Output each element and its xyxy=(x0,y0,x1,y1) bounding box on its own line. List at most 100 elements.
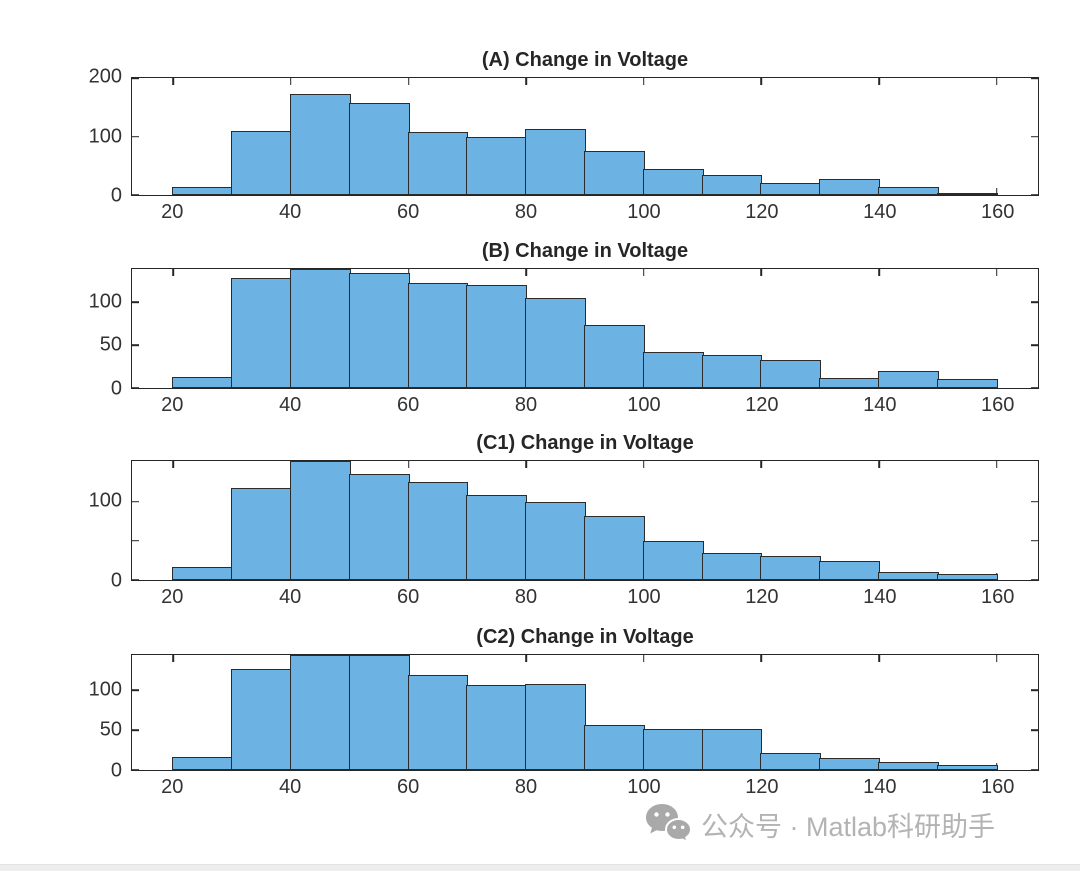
histogram-bar xyxy=(760,753,822,770)
histogram-bar xyxy=(760,359,822,388)
histogram-bar xyxy=(172,566,233,580)
x-tick-label: 20 xyxy=(161,394,184,416)
x-axis-tick xyxy=(996,78,998,85)
histogram-bar xyxy=(936,193,998,195)
histogram-bar xyxy=(289,269,351,388)
x-tick-label: 160 xyxy=(981,394,1015,416)
subplot-b-y-axis-labels: 0 50 100 xyxy=(0,268,122,399)
subplot-c2-x-axis-labels: 20 40 60 80 100 120 140 160 xyxy=(131,776,1039,800)
x-tick-label: 60 xyxy=(396,776,420,798)
histogram-bar xyxy=(466,495,528,580)
histogram-bar xyxy=(701,175,763,195)
histogram-bar xyxy=(878,370,939,388)
x-axis-tick xyxy=(525,655,527,662)
x-tick-label: 100 xyxy=(627,201,661,223)
x-tick-label: 120 xyxy=(745,776,779,798)
y-axis-tick xyxy=(132,540,139,542)
subplot-c1-plot-area xyxy=(131,460,1039,581)
histogram-bar xyxy=(878,572,939,580)
histogram-bar xyxy=(936,378,998,388)
x-tick-label: 80 xyxy=(514,586,538,608)
histogram-bar xyxy=(584,324,645,388)
y-axis-tick xyxy=(132,194,139,195)
y-tick-label: 0 xyxy=(110,377,122,400)
x-tick-label: 40 xyxy=(279,201,302,223)
x-axis-tick xyxy=(172,655,174,662)
subplot-c1-x-axis-labels: 20 40 60 80 100 120 140 160 xyxy=(131,586,1039,610)
y-axis-tick xyxy=(1031,344,1038,346)
histogram-bar xyxy=(466,136,528,195)
x-axis-tick xyxy=(525,78,527,85)
x-tick-label: 80 xyxy=(514,776,538,798)
y-axis-tick xyxy=(132,579,139,580)
histogram-bar xyxy=(466,285,528,388)
x-axis-tick xyxy=(407,78,410,85)
histogram-bar xyxy=(466,685,528,770)
y-tick-label: 100 xyxy=(88,489,122,512)
x-tick-label: 140 xyxy=(863,776,897,798)
histogram-bar xyxy=(407,674,469,770)
histogram-bar xyxy=(584,725,645,770)
x-tick-label: 160 xyxy=(981,776,1015,798)
histogram-bar xyxy=(525,501,586,580)
x-axis-tick xyxy=(172,269,174,276)
x-axis-tick xyxy=(760,461,763,468)
x-tick-label: 60 xyxy=(396,201,420,223)
histogram-bar xyxy=(231,130,292,195)
x-tick-label: 100 xyxy=(627,776,661,798)
histogram-bar xyxy=(701,729,763,770)
x-tick-label: 160 xyxy=(981,586,1015,608)
histogram-bar xyxy=(819,178,881,195)
histogram-bar xyxy=(819,758,881,770)
y-tick-label: 0 xyxy=(110,759,122,782)
subplot-a-plot-area xyxy=(131,77,1039,196)
histogram-bar xyxy=(231,277,292,388)
x-tick-label: 140 xyxy=(863,586,897,608)
histogram-bar xyxy=(348,102,410,195)
x-tick-label: 140 xyxy=(863,394,897,416)
histogram-bar xyxy=(878,762,939,770)
histogram-bar xyxy=(584,515,645,580)
x-axis-tick xyxy=(760,269,763,276)
y-axis-tick xyxy=(132,387,139,388)
subplot-a-x-axis-labels: 20 40 60 80 100 120 140 160 xyxy=(131,201,1039,225)
y-axis-tick xyxy=(132,344,139,346)
x-tick-label: 120 xyxy=(745,394,779,416)
histogram-bar xyxy=(642,352,704,388)
x-axis-tick xyxy=(407,461,410,468)
x-axis-tick xyxy=(290,78,292,85)
subplot-a-y-axis-labels: 0 100 200 xyxy=(0,66,122,207)
x-axis-tick xyxy=(643,269,645,276)
subplot-a-title: (A) Change in Voltage xyxy=(481,49,689,71)
histogram-bar xyxy=(760,182,822,195)
y-axis-tick xyxy=(132,500,139,503)
histogram-bar xyxy=(289,655,351,770)
y-axis-tick xyxy=(132,135,139,138)
x-tick-label: 60 xyxy=(396,586,420,608)
x-tick-label: 80 xyxy=(514,394,538,416)
y-axis-tick xyxy=(1031,387,1038,388)
histogram-bar xyxy=(231,487,292,580)
histogram-bar xyxy=(289,461,351,580)
histogram-bar xyxy=(172,757,233,770)
histogram-bar xyxy=(348,473,410,580)
watermark-text: 公众号 · Matlab科研助手 xyxy=(701,811,996,842)
x-axis-tick xyxy=(172,461,174,468)
subplot-c2-y-axis-labels: 0 50 100 xyxy=(0,654,122,781)
y-axis-tick xyxy=(1031,540,1038,542)
x-tick-label: 40 xyxy=(279,394,302,416)
histogram-bar xyxy=(701,354,763,388)
y-tick-label: 100 xyxy=(88,125,122,147)
x-tick-label: 120 xyxy=(745,201,779,223)
x-tick-label: 40 xyxy=(279,776,302,798)
y-axis-tick xyxy=(1031,135,1038,138)
histogram-bar xyxy=(936,573,998,580)
histogram-bar xyxy=(172,186,233,195)
y-axis-tick xyxy=(1031,194,1038,195)
y-tick-label: 0 xyxy=(110,184,122,207)
histogram-bar xyxy=(172,376,233,388)
y-tick-label: 100 xyxy=(88,290,122,313)
